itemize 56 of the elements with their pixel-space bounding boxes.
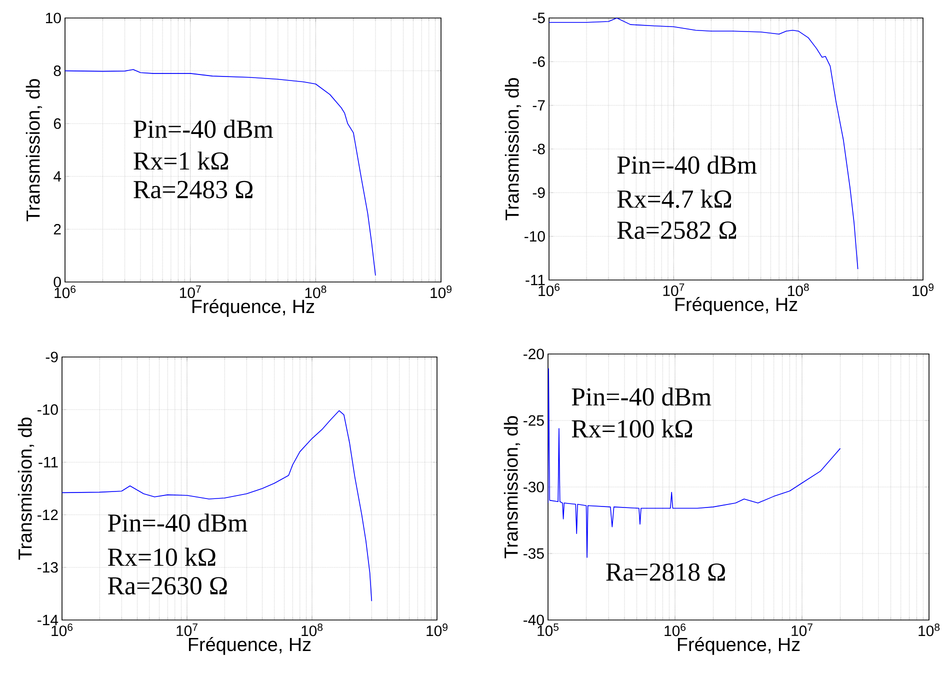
y-tick-label: -7 <box>532 100 545 110</box>
y-tick-label: -11 <box>526 274 545 286</box>
y-tick-label: -9 <box>532 187 545 198</box>
x-axis-title: Fréquence, Hz <box>678 637 800 655</box>
y-tick-label: 0 <box>54 276 61 288</box>
x-tick-label: 10$^{9}$ <box>430 286 452 298</box>
y-tick-label: 10 <box>46 12 61 24</box>
y-tick-label: 4 <box>54 171 62 182</box>
y-tick-label: -12 <box>38 510 58 520</box>
annotation: Pin=-40 dBm <box>134 120 274 138</box>
y-axis-title: Transmission, db <box>18 418 34 560</box>
x-tick-label: 10$^{8}$ <box>305 286 326 298</box>
y-axis-title: Transmission, db <box>504 78 522 220</box>
x-tick-label: 10$^{8}$ <box>302 624 323 636</box>
y-axis-title: Transmission, db <box>504 416 520 558</box>
y-tick-label: -11 <box>38 457 58 468</box>
x-tick-label: 10$^{7}$ <box>792 624 812 636</box>
annotation: Pin=-40 dBm <box>617 156 757 174</box>
x-tick-label: 10$^{6}$ <box>664 624 686 636</box>
y-tick-label: -13 <box>38 562 58 573</box>
annotation: Pin=-40 dBm <box>108 514 248 532</box>
x-tick-label: 10$^{8}$ <box>918 624 940 636</box>
annotation: Ra=2630 Ω <box>108 577 227 595</box>
y-tick-label: -10 <box>38 404 58 415</box>
x-tick-label: 10$^{9}$ <box>426 624 448 636</box>
annotation: Rx=100 kΩ <box>572 419 692 438</box>
y-tick-label: -30 <box>524 482 544 492</box>
x-tick-label: 10$^{8}$ <box>788 284 809 296</box>
annotation: Ra=2818 Ω <box>606 563 725 581</box>
x-tick-label: 10$^{9}$ <box>912 284 934 296</box>
y-tick-label: -40 <box>524 614 544 626</box>
annotation: Rx=4.7 kΩ <box>617 190 732 208</box>
annotation: Rx=1 kΩ <box>134 152 228 170</box>
annotation: Ra=2582 Ω <box>617 221 736 239</box>
y-tick-label: -6 <box>532 56 545 67</box>
y-tick-label: 8 <box>54 66 61 76</box>
y-tick-label: -14 <box>38 614 58 626</box>
y-tick-label: -8 <box>532 144 545 154</box>
y-tick-label: -35 <box>524 548 544 559</box>
x-axis-title: Fréquence, Hz <box>188 637 311 655</box>
x-tick-label: 10$^{7}$ <box>176 624 198 636</box>
annotation: Ra=2483 Ω <box>134 180 252 198</box>
x-axis-title: Fréquence, Hz <box>192 299 314 317</box>
annotation: Pin=-40 dBm <box>572 387 712 406</box>
y-tick-label: -10 <box>524 231 545 242</box>
y-tick-label: -25 <box>524 415 544 426</box>
y-tick-label: -9 <box>46 352 58 362</box>
y-tick-label: 2 <box>54 224 61 234</box>
x-axis-title: Fréquence, Hz <box>675 297 798 315</box>
y-tick-label: -20 <box>524 348 544 360</box>
y-tick-label: 6 <box>54 118 61 129</box>
annotation: Rx=10 kΩ <box>108 548 216 566</box>
x-tick-label: 10$^{7}$ <box>663 284 684 296</box>
x-tick-label: 10$^{7}$ <box>180 286 201 298</box>
y-axis-title: Transmission, db <box>26 79 42 222</box>
y-tick-label: -5 <box>532 12 545 24</box>
